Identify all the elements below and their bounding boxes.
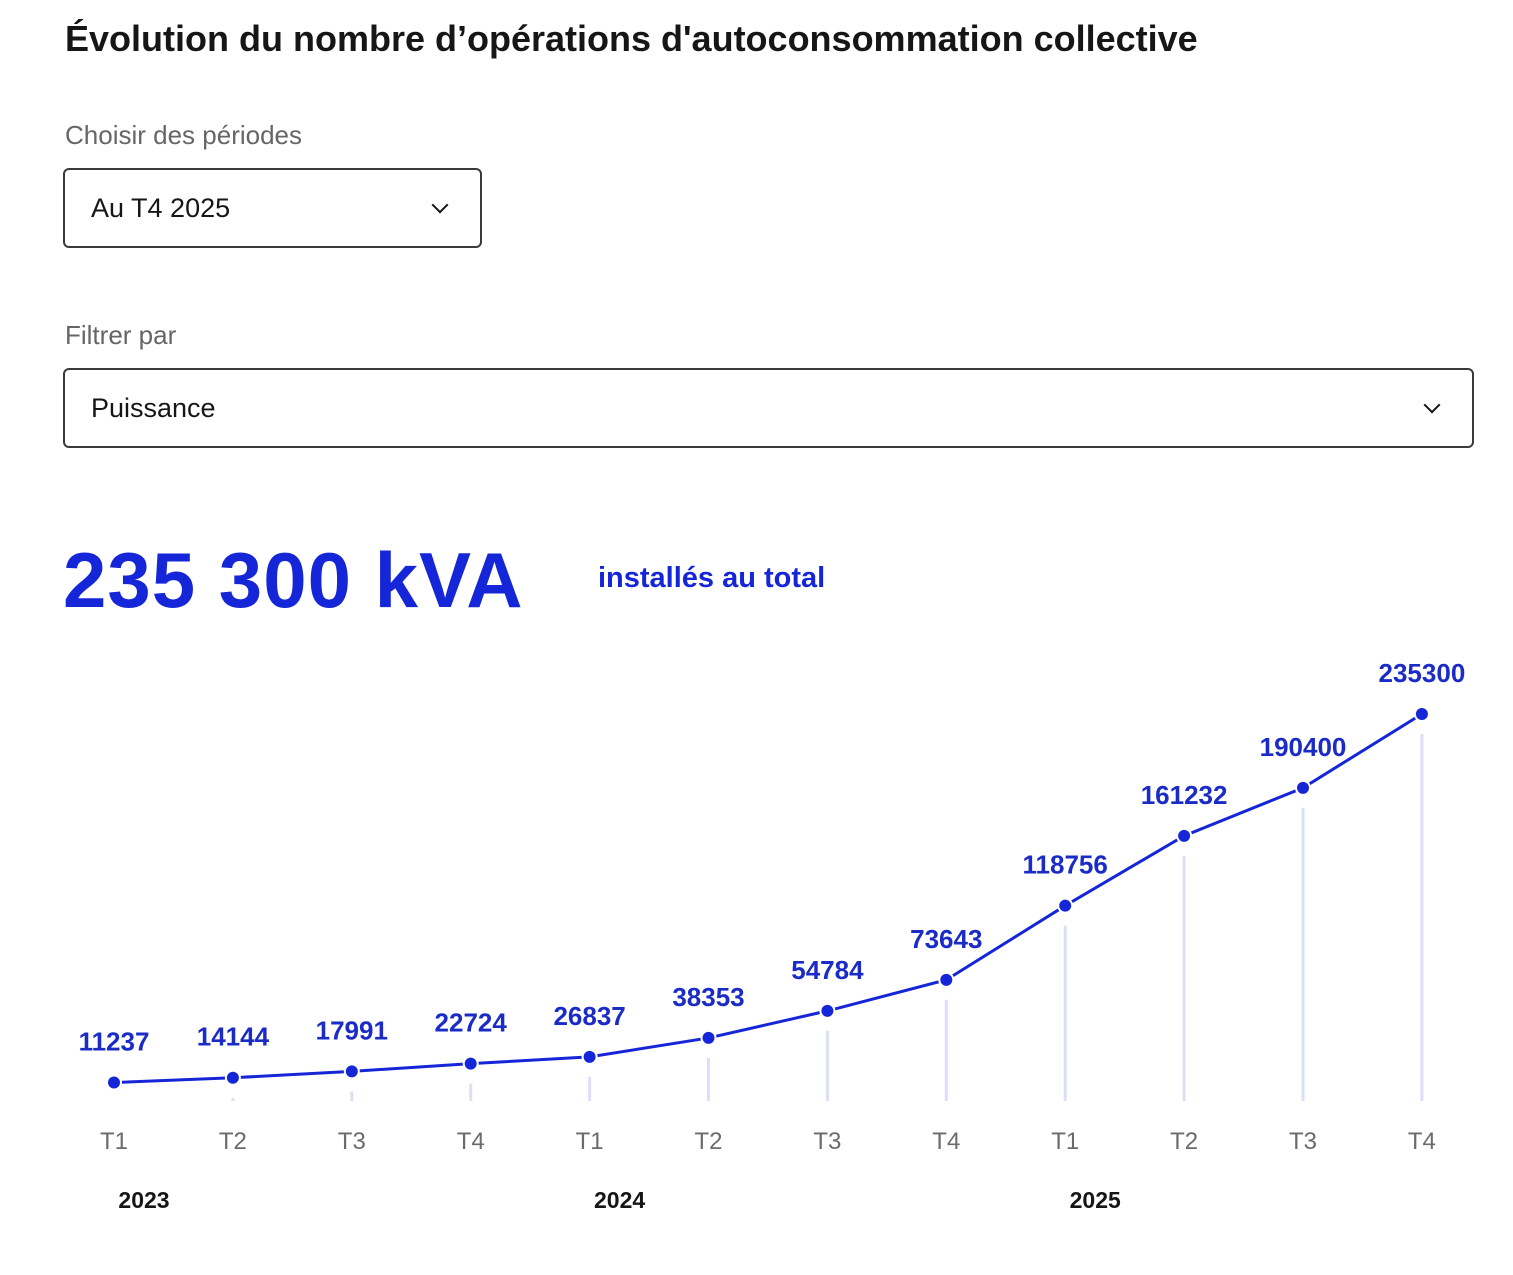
x-tick-label: T3 [338, 1128, 366, 1155]
x-tick-label: T2 [219, 1128, 247, 1155]
data-label: 161232 [1141, 780, 1228, 810]
filter-select[interactable]: Puissance [63, 368, 1474, 448]
data-point [1176, 827, 1193, 844]
data-point [1295, 779, 1311, 796]
data-label: 190400 [1260, 732, 1347, 762]
filter-value: Puissance [91, 392, 216, 423]
data-point [581, 1048, 598, 1065]
x-tick-label: T2 [1170, 1128, 1198, 1155]
data-point [343, 1063, 360, 1080]
data-label: 54784 [791, 955, 864, 985]
x-tick-label: T3 [813, 1128, 841, 1155]
data-point [700, 1029, 717, 1046]
period-value: Au T4 2025 [91, 192, 231, 223]
data-label: 73643 [910, 924, 982, 954]
x-tick-label: T3 [1289, 1128, 1317, 1155]
x-tick-label: T4 [1408, 1128, 1436, 1155]
data-label: 11237 [79, 1027, 150, 1057]
series-line [113, 712, 1423, 1085]
x-tick-label: T1 [576, 1128, 604, 1155]
data-label: 14144 [197, 1022, 270, 1052]
page-title: Évolution du nombre d’opérations d'autoc… [65, 18, 1198, 59]
data-label: 22724 [435, 1008, 508, 1038]
year-label: 2025 [1070, 1187, 1121, 1213]
data-label: 17991 [316, 1015, 388, 1045]
data-label: 118756 [1023, 850, 1108, 880]
x-tick-label: T1 [100, 1128, 128, 1155]
data-point [1413, 706, 1430, 722]
x-tick-label: T4 [457, 1128, 485, 1155]
line-chart: 11237 14144 17991 22724 26837 38353 54784 73643… [79, 658, 1466, 1213]
filter-label: Filtrer par [65, 320, 177, 350]
period-label: Choisir des périodes [65, 120, 303, 150]
data-point [106, 1074, 122, 1091]
x-tick-label: T2 [694, 1128, 722, 1155]
x-tick-label: T1 [1051, 1128, 1079, 1155]
data-point [462, 1055, 479, 1072]
period-select[interactable]: Au T4 2025 [63, 168, 482, 248]
total-caption: installés au total [598, 562, 826, 594]
data-point [224, 1069, 241, 1086]
data-label: 26837 [553, 1001, 625, 1031]
data-point [938, 971, 955, 988]
x-tick-label: T4 [932, 1128, 960, 1155]
data-label: 235300 [1379, 658, 1466, 688]
year-label: 2024 [594, 1187, 645, 1213]
data-point [819, 1002, 836, 1019]
total-value: 235 300 kVA [63, 536, 524, 624]
year-label: 2023 [118, 1187, 169, 1213]
data-label: 38353 [672, 982, 744, 1012]
data-point [1057, 897, 1074, 914]
